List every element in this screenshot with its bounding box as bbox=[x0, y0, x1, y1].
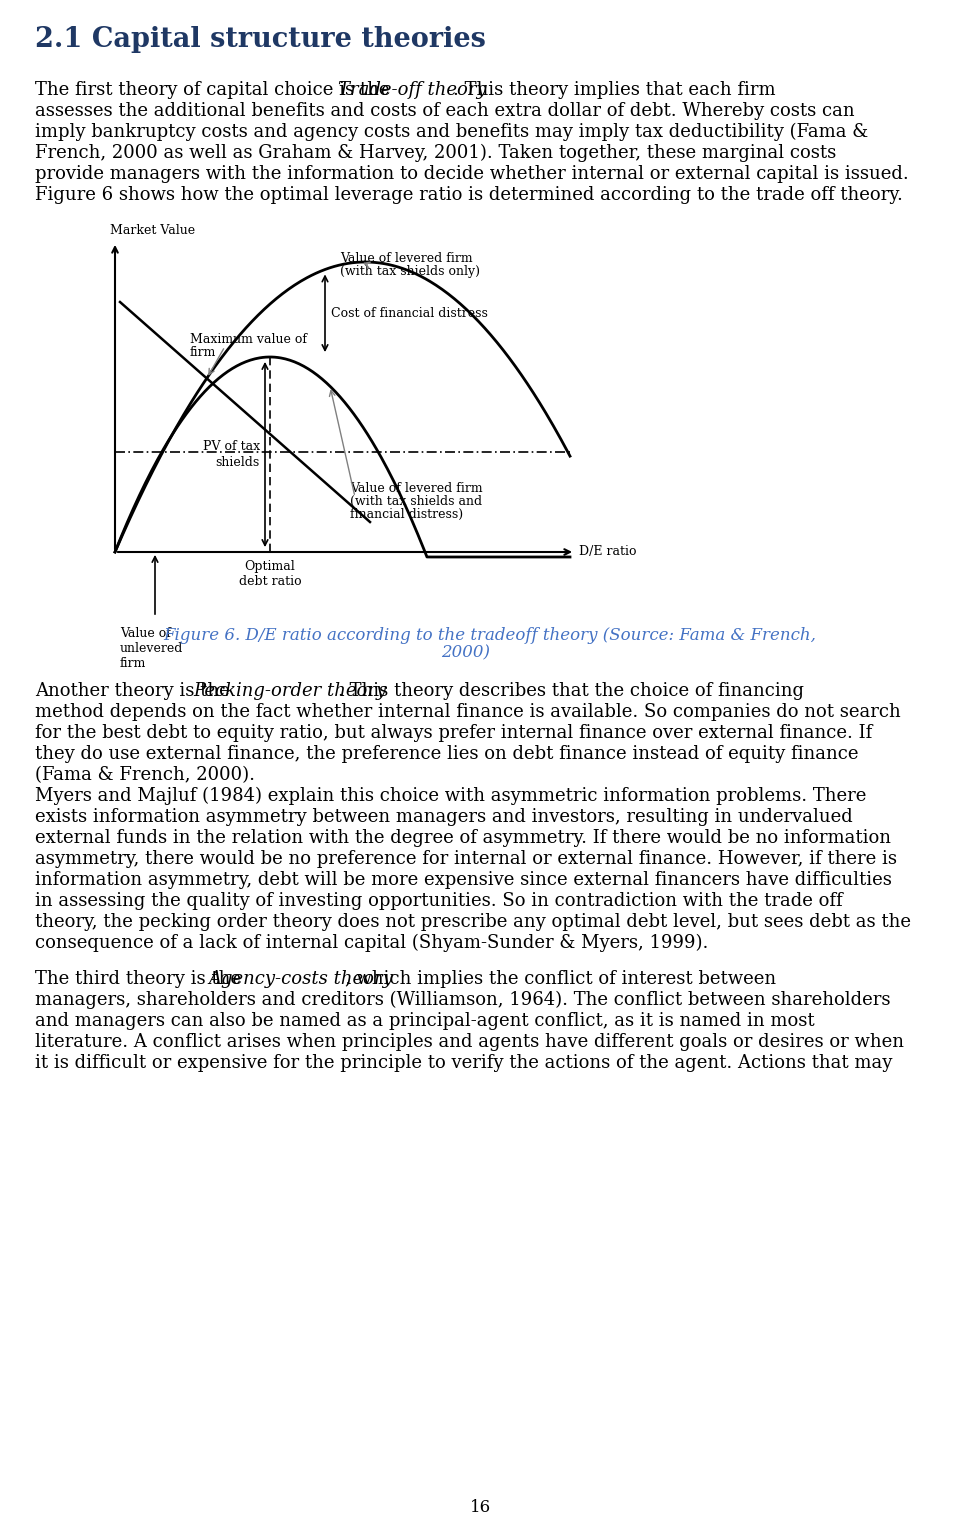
Text: 16: 16 bbox=[469, 1499, 491, 1516]
Text: asymmetry, there would be no preference for internal or external finance. Howeve: asymmetry, there would be no preference … bbox=[35, 849, 897, 868]
Text: information asymmetry, debt will be more expensive since external financers have: information asymmetry, debt will be more… bbox=[35, 871, 892, 889]
Text: managers, shareholders and creditors (Williamson, 1964). The conflict between sh: managers, shareholders and creditors (Wi… bbox=[35, 991, 891, 1009]
Text: D/E ratio: D/E ratio bbox=[579, 545, 636, 559]
Text: exists information asymmetry between managers and investors, resulting in underv: exists information asymmetry between man… bbox=[35, 808, 852, 826]
Text: Trade-off theory: Trade-off theory bbox=[338, 81, 487, 98]
Text: financial distress): financial distress) bbox=[350, 508, 463, 521]
Text: literature. A conflict arises when principles and agents have different goals or: literature. A conflict arises when princ… bbox=[35, 1034, 904, 1051]
Text: (Fama & French, 2000).: (Fama & French, 2000). bbox=[35, 766, 255, 783]
Text: external funds in the relation with the degree of asymmetry. If there would be n: external funds in the relation with the … bbox=[35, 829, 891, 846]
Text: imply bankruptcy costs and agency costs and benefits may imply tax deductibility: imply bankruptcy costs and agency costs … bbox=[35, 123, 868, 141]
Text: Myers and Majluf (1984) explain this choice with asymmetric information problems: Myers and Majluf (1984) explain this cho… bbox=[35, 786, 866, 805]
Text: provide managers with the information to decide whether internal or external cap: provide managers with the information to… bbox=[35, 164, 909, 183]
Text: 2000): 2000) bbox=[441, 644, 490, 660]
Text: . This theory describes that the choice of financing: . This theory describes that the choice … bbox=[338, 682, 804, 700]
Text: (with tax shields only): (with tax shields only) bbox=[340, 266, 480, 278]
Text: The third theory is the: The third theory is the bbox=[35, 971, 247, 988]
Text: Market Value: Market Value bbox=[110, 224, 195, 237]
Text: French, 2000 as well as Graham & Harvey, 2001). Taken together, these marginal c: French, 2000 as well as Graham & Harvey,… bbox=[35, 144, 836, 163]
Text: PV of tax
shields: PV of tax shields bbox=[203, 441, 260, 468]
Text: The first theory of capital choice is the: The first theory of capital choice is th… bbox=[35, 81, 396, 98]
Text: Figure 6 shows how the optimal leverage ratio is determined according to the tra: Figure 6 shows how the optimal leverage … bbox=[35, 186, 902, 204]
Text: theory, the pecking order theory does not prescribe any optimal debt level, but : theory, the pecking order theory does no… bbox=[35, 912, 911, 931]
Text: Figure 6. D/E ratio according to the tradeoff theory (Source: Fama & French,: Figure 6. D/E ratio according to the tra… bbox=[163, 627, 816, 644]
Text: and managers can also be named as a principal-agent conflict, as it is named in : and managers can also be named as a prin… bbox=[35, 1012, 815, 1031]
Text: Another theory is the: Another theory is the bbox=[35, 682, 235, 700]
Text: assesses the additional benefits and costs of each extra dollar of debt. Whereby: assesses the additional benefits and cos… bbox=[35, 101, 854, 120]
Text: 2.1 Capital structure theories: 2.1 Capital structure theories bbox=[35, 26, 486, 54]
Text: consequence of a lack of internal capital (Shyam-Sunder & Myers, 1999).: consequence of a lack of internal capita… bbox=[35, 934, 708, 952]
Text: Value of
unlevered
firm: Value of unlevered firm bbox=[120, 627, 183, 670]
Text: it is difficult or expensive for the principle to verify the actions of the agen: it is difficult or expensive for the pri… bbox=[35, 1054, 893, 1072]
Text: they do use external finance, the preference lies on debt finance instead of equ: they do use external finance, the prefer… bbox=[35, 745, 858, 763]
Text: Maximum value of: Maximum value of bbox=[190, 333, 307, 346]
Text: method depends on the fact whether internal finance is available. So companies d: method depends on the fact whether inter… bbox=[35, 703, 900, 720]
Text: firm: firm bbox=[190, 346, 216, 359]
Text: Cost of financial distress: Cost of financial distress bbox=[331, 307, 488, 319]
Text: Value of levered firm: Value of levered firm bbox=[350, 482, 483, 495]
Text: , which implies the conflict of interest between: , which implies the conflict of interest… bbox=[346, 971, 777, 988]
Text: Agency-costs theory: Agency-costs theory bbox=[208, 971, 393, 988]
Text: Value of levered firm: Value of levered firm bbox=[340, 252, 472, 266]
Text: (with tax shields and: (with tax shields and bbox=[350, 495, 482, 508]
Text: in assessing the quality of investing opportunities. So in contradiction with th: in assessing the quality of investing op… bbox=[35, 892, 843, 909]
Text: Optimal
debt ratio: Optimal debt ratio bbox=[239, 561, 301, 588]
Text: . This theory implies that each firm: . This theory implies that each firm bbox=[453, 81, 776, 98]
Text: for the best debt to equity ratio, but always prefer internal finance over exter: for the best debt to equity ratio, but a… bbox=[35, 723, 873, 742]
Text: Pecking-order theory: Pecking-order theory bbox=[194, 682, 387, 700]
